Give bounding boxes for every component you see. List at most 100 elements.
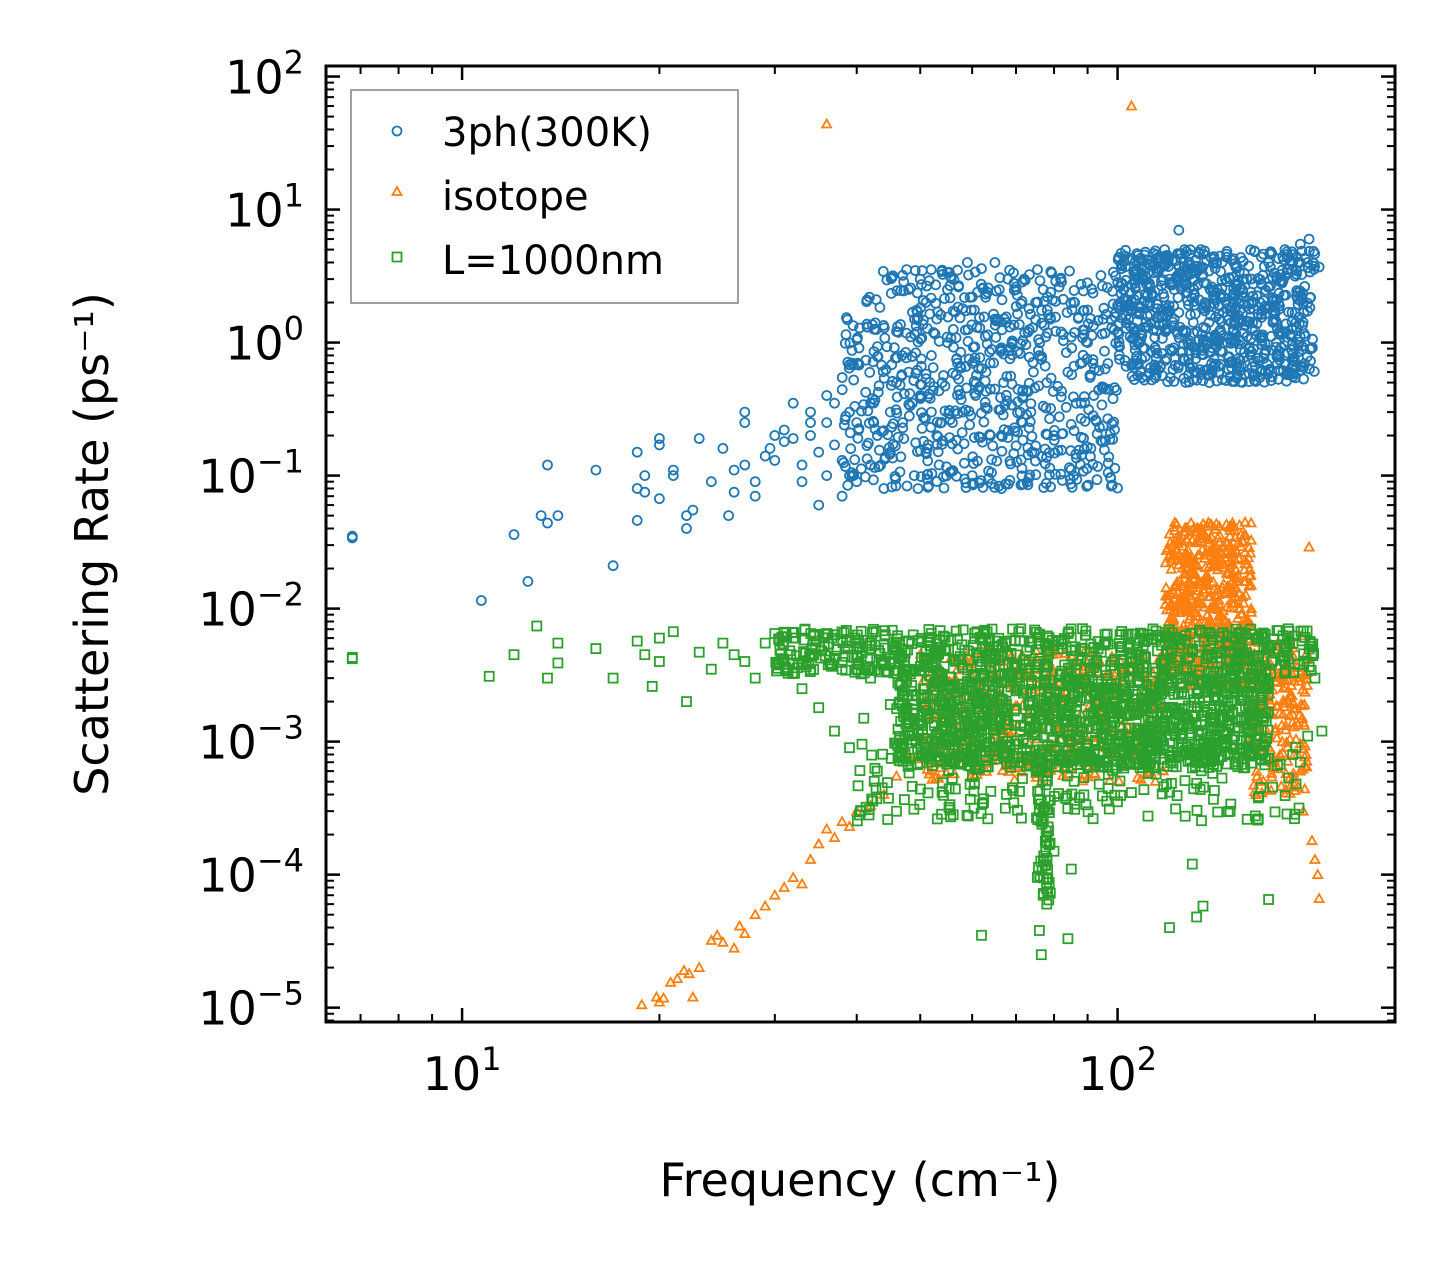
circle-point (1193, 248, 1205, 260)
circle-point (1120, 310, 1132, 322)
triangle-point (693, 961, 706, 972)
square-point (346, 652, 358, 663)
square-point (1086, 675, 1098, 687)
square-point (925, 628, 937, 639)
circle-point (1049, 447, 1061, 459)
circle-point (949, 306, 961, 318)
circle-point (874, 301, 886, 313)
square-point (982, 727, 993, 739)
square-point (1066, 680, 1077, 692)
triangle-point (1297, 804, 1310, 816)
circle-point (1032, 296, 1043, 308)
square-point (982, 704, 993, 715)
square-point (943, 644, 954, 656)
square-point (868, 623, 879, 635)
circle-point (1274, 354, 1285, 366)
circle-point (1221, 248, 1232, 260)
triangle-point (1235, 608, 1248, 619)
circle-point (1225, 356, 1237, 368)
square-point (868, 775, 880, 787)
circle-point (836, 454, 848, 466)
square-point (1137, 704, 1148, 716)
circle-point (1064, 462, 1075, 474)
circle-point (1096, 280, 1108, 292)
circle-point (1017, 385, 1028, 397)
circle-point (1022, 449, 1034, 461)
square-point (1253, 669, 1264, 681)
square-point (1062, 770, 1073, 782)
triangle-point (1209, 556, 1222, 568)
triangle-point (1177, 618, 1190, 630)
circle-point (989, 383, 1001, 395)
circle-point (1200, 301, 1212, 312)
square-point (1022, 754, 1034, 766)
circle-point (1092, 461, 1104, 472)
circle-point (969, 304, 980, 316)
triangle-point (1286, 695, 1299, 707)
circle-point (1241, 315, 1252, 327)
triangle-point (1204, 590, 1217, 601)
square-point (1191, 911, 1202, 923)
circle-point (996, 431, 1008, 443)
square-point (993, 654, 1004, 666)
circle-point (813, 499, 825, 511)
circle-point (1282, 336, 1293, 347)
square-point (1109, 789, 1121, 801)
square-point (1208, 708, 1219, 720)
circle-point (1045, 286, 1056, 298)
square-point (1195, 765, 1207, 777)
circle-point (639, 486, 651, 498)
triangle-point (1210, 540, 1223, 552)
circle-point (896, 369, 908, 381)
square-point (1077, 623, 1088, 635)
triangle-point (1163, 586, 1177, 598)
circle-point (882, 429, 894, 441)
square-point (1288, 667, 1300, 678)
circle-point (1149, 332, 1161, 343)
triangle-point (1245, 533, 1258, 545)
circle-point (1078, 329, 1090, 341)
circle-point (979, 375, 991, 387)
square-point (988, 745, 1000, 757)
triangle-point (1199, 570, 1212, 582)
square-point (1145, 716, 1157, 727)
circle-point (1065, 418, 1077, 430)
square-point (876, 782, 888, 794)
circle-point (977, 436, 988, 448)
circle-point (979, 396, 991, 408)
square-point (1211, 657, 1223, 668)
circle-point (821, 470, 833, 482)
circle-point (1196, 271, 1208, 283)
square-point (759, 637, 771, 649)
circle-point (739, 417, 751, 429)
circle-point (1294, 238, 1306, 250)
square-point (1158, 654, 1170, 666)
circle-point (705, 476, 717, 488)
circle-point (884, 448, 896, 460)
circle-point (1066, 369, 1078, 381)
circle-point (921, 473, 933, 485)
circle-point (1100, 435, 1111, 447)
triangle-point (1243, 616, 1256, 628)
circle-point (933, 459, 945, 471)
square-point (1123, 671, 1135, 683)
triangle-point (1163, 593, 1176, 604)
circle-point (894, 379, 906, 391)
square-point (1033, 706, 1045, 718)
circle-point (1228, 317, 1240, 329)
square-point (1201, 650, 1213, 662)
square-point (1168, 666, 1180, 677)
triangle-point (1296, 711, 1309, 723)
triangle-point (1280, 786, 1293, 798)
circle-point (867, 415, 879, 427)
square-point (965, 676, 977, 688)
triangle-point (705, 934, 718, 945)
square-point (780, 631, 792, 642)
square-point (915, 750, 927, 761)
triangle-point (1185, 617, 1199, 629)
series-1 (635, 99, 1326, 1010)
circle-point (1173, 307, 1185, 319)
square-point (907, 704, 919, 715)
circle-point (778, 436, 790, 448)
triangle-point (1171, 553, 1184, 565)
